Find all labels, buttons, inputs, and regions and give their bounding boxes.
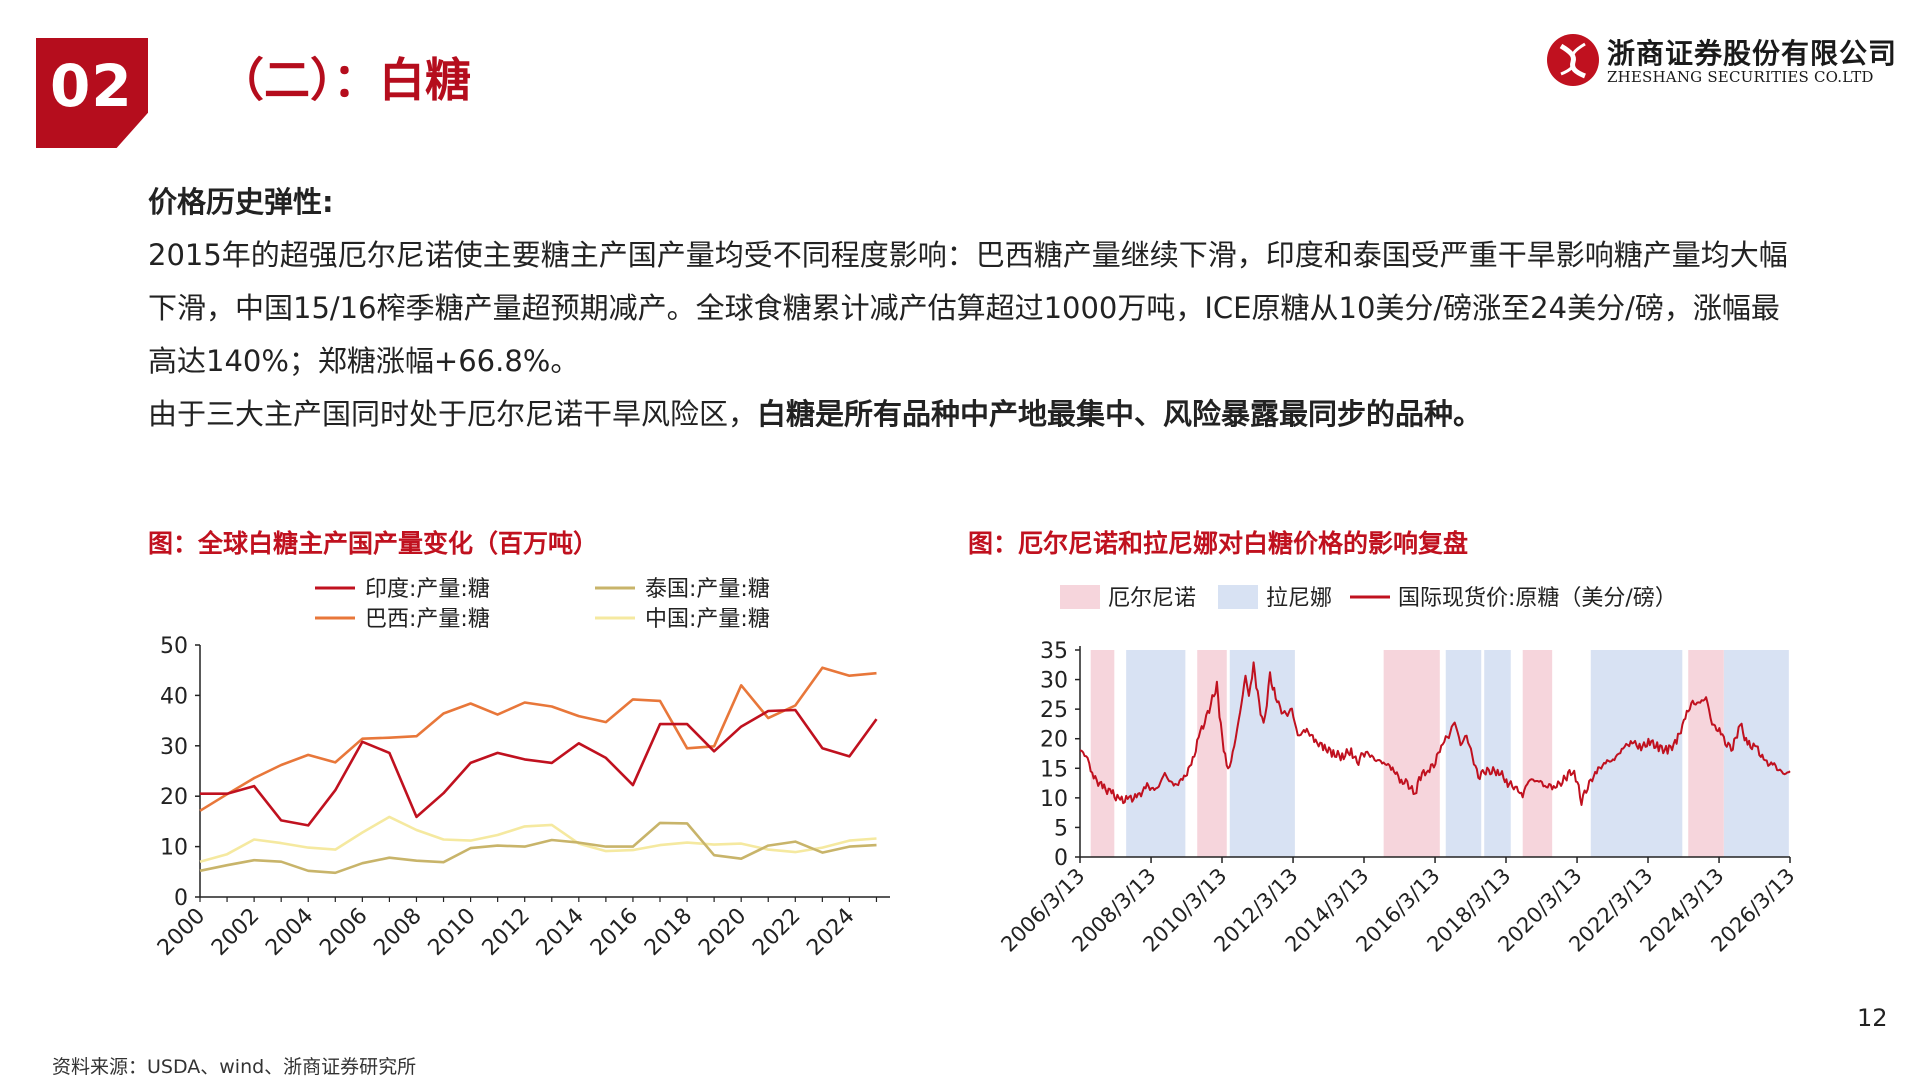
el-nino-band — [1688, 650, 1724, 857]
company-logo: 浙商证券股份有限公司 ZHESHANG SECURITIES CO.LTD — [1545, 32, 1896, 92]
y-tick-label: 20 — [160, 785, 188, 810]
legend-label-2: 泰国:产量:糖 — [645, 577, 770, 602]
page-number: 12 — [1857, 1004, 1888, 1032]
legend-swatch-1 — [1218, 585, 1258, 609]
x-tick-label: 2014 — [532, 904, 589, 961]
zheshang-logo-icon — [1547, 34, 1599, 86]
logo-company-name-en: ZHESHANG SECURITIES CO.LTD — [1607, 68, 1874, 86]
y-tick-label: 0 — [174, 886, 188, 911]
body-paragraph-1: 2015年的超强厄尔尼诺使主要糖主产国产量均受不同程度影响：巴西糖产量继续下滑，… — [148, 238, 1788, 378]
body-heading: 价格历史弹性: — [148, 185, 334, 219]
la-nina-band — [1723, 650, 1789, 857]
x-tick-label: 2004 — [261, 904, 318, 961]
el-nino-band — [1197, 650, 1227, 857]
la-nina-band — [1229, 650, 1295, 857]
legend-label-0: 厄尔尼诺 — [1108, 586, 1196, 611]
section-title: （二）：白糖 — [218, 53, 471, 107]
y-tick-label: 40 — [160, 684, 188, 709]
x-tick-label: 2006 — [315, 904, 372, 961]
body-paragraph-2-normal: 由于三大主产国同时处于厄尔尼诺干旱风险区， — [148, 397, 758, 431]
legend-label-2: 国际现货价:原糖（美分/磅） — [1398, 586, 1677, 611]
section-number: 02 — [50, 52, 133, 120]
series-line-0 — [200, 708, 878, 827]
x-tick-label: 2000 — [153, 904, 210, 961]
y-tick-label: 0 — [1054, 846, 1068, 871]
section-number-badge: 02 — [36, 38, 148, 148]
x-tick-label: 2024 — [802, 904, 859, 961]
legend-label-1: 巴西:产量:糖 — [365, 607, 490, 632]
y-tick-label: 20 — [1040, 728, 1068, 753]
x-tick-label: 2008 — [369, 904, 426, 961]
series-line-2 — [199, 821, 877, 875]
el-nino-band — [1522, 650, 1553, 857]
body-text: 价格历史弹性: 2015年的超强厄尔尼诺使主要糖主产国产量均受不同程度影响：巴西… — [148, 176, 1808, 441]
y-tick-label: 30 — [160, 735, 188, 760]
y-tick-label: 35 — [1040, 639, 1068, 664]
legend-label-0: 印度:产量:糖 — [365, 577, 490, 602]
body-paragraph-2-bold: 白糖是所有品种中产地最集中、风险暴露最同步的品种。 — [757, 397, 1483, 431]
x-tick-label: 2018 — [640, 904, 697, 961]
y-tick-label: 10 — [160, 836, 188, 861]
x-tick-label: 2016 — [586, 904, 643, 961]
la-nina-band — [1126, 650, 1186, 857]
body-paragraph-2: 由于三大主产国同时处于厄尔尼诺干旱风险区，白糖是所有品种中产地最集中、风险暴露最… — [148, 388, 1808, 441]
y-tick-label: 10 — [1040, 787, 1068, 812]
y-tick-label: 50 — [160, 634, 188, 659]
la-nina-band — [1445, 650, 1482, 857]
x-tick-label: 2002 — [207, 904, 264, 961]
legend-swatch-0 — [1060, 585, 1100, 609]
la-nina-band — [1484, 650, 1511, 857]
x-tick-label: 2010 — [424, 904, 481, 961]
x-tick-label: 2022 — [748, 904, 805, 961]
legend-label-3: 中国:产量:糖 — [645, 607, 770, 632]
source-footnote: 资料来源：USDA、wind、浙商证券研究所 — [52, 1056, 417, 1078]
x-tick-label: 2012 — [478, 904, 535, 961]
y-tick-label: 15 — [1040, 757, 1068, 782]
el-nino-band — [1090, 650, 1115, 857]
y-tick-label: 5 — [1054, 816, 1068, 841]
sugar-price-enso-chart: 厄尔尼诺 拉尼娜 国际现货价:原糖（美分/磅）051015202530352006/… — [996, 585, 1800, 957]
y-tick-label: 25 — [1040, 698, 1068, 723]
logo-company-name-cn: 浙商证券股份有限公司 — [1607, 37, 1898, 70]
chart2-title: 图：厄尔尼诺和拉尼娜对白糖价格的影响复盘 — [968, 529, 1469, 558]
series-line-1 — [199, 666, 877, 812]
chart1-title: 图：全球白糖主产国产量变化（百万吨） — [148, 529, 599, 558]
price-series-line — [1079, 661, 1791, 806]
production-line-chart: 印度:产量:糖 泰国:产量:糖巴西:产量:糖 中国:产量:糖 0 10 20 30 40 50 2… — [153, 577, 890, 961]
legend-label-1: 拉尼娜 — [1266, 586, 1332, 611]
x-tick-label: 2020 — [694, 904, 751, 961]
y-tick-label: 30 — [1040, 669, 1068, 694]
el-nino-band — [1383, 650, 1440, 857]
